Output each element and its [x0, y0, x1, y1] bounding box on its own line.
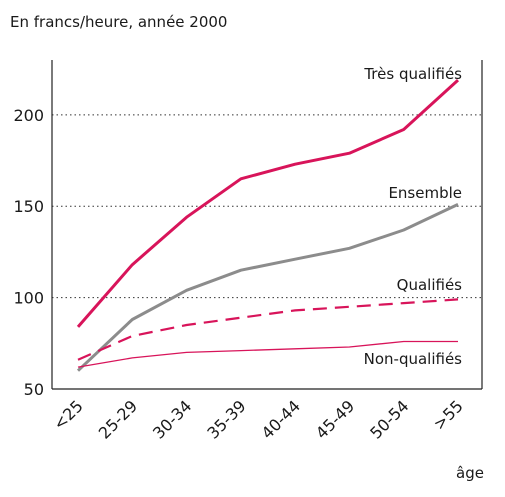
- series-label-2: Qualifiés: [397, 276, 463, 294]
- x-tick-label: 40-44: [258, 396, 304, 442]
- x-tick-label: 50-54: [366, 396, 412, 442]
- series-label-1: Ensemble: [388, 184, 462, 202]
- x-tick-label: >55: [430, 396, 467, 433]
- x-tick-label: 45-49: [312, 396, 358, 442]
- series-lines: [76, 78, 460, 372]
- series-line-1: [76, 203, 459, 372]
- series-line-3: [77, 340, 458, 368]
- grid-lines: [52, 114, 482, 299]
- series-label-3: Non-qualifiés: [364, 350, 463, 368]
- series-line-0: [76, 78, 460, 328]
- y-tick-label-50: 50: [24, 380, 44, 399]
- y-tick-label-150: 150: [13, 197, 44, 216]
- x-axis-ticks: <25 25-29 30-34 35-39 40-44 45-49 50-54 >55: [50, 396, 467, 442]
- x-tick-label: 30-34: [149, 396, 195, 442]
- axes: [51, 60, 483, 390]
- x-axis-label: âge: [456, 464, 484, 482]
- chart-subtitle: En francs/heure, année 2000: [10, 13, 227, 31]
- x-tick-label: <25: [50, 396, 87, 433]
- series-labels: Très qualifiés Ensemble Qualifiés Non-quali…: [363, 65, 462, 368]
- series-line-2: [77, 298, 459, 361]
- x-tick-label: 25-29: [95, 396, 141, 442]
- y-tick-label-100: 100: [13, 289, 44, 308]
- y-axis-ticks: 50 100 150 200: [13, 106, 44, 399]
- series-label-0: Très qualifiés: [363, 65, 462, 83]
- x-tick-label: 35-39: [203, 396, 249, 442]
- y-tick-label-200: 200: [13, 106, 44, 125]
